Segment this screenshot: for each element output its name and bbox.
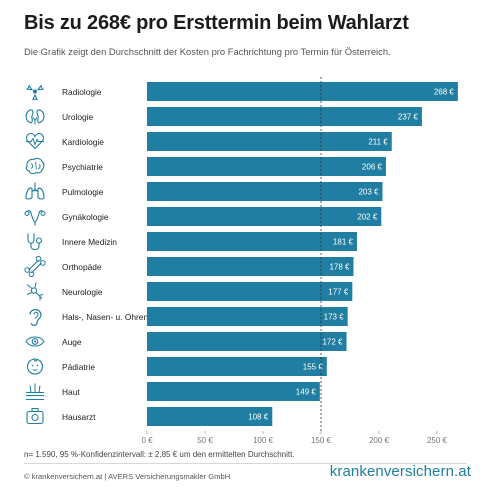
category-label: Orthopäde: [62, 262, 102, 272]
bar: [147, 207, 382, 226]
neuron-icon: [26, 282, 44, 301]
value-label: 155 €: [303, 363, 324, 372]
value-label: 211 €: [368, 138, 388, 147]
category-label: Neurologie: [62, 287, 103, 297]
value-label: 203 €: [358, 188, 379, 197]
chart-subtitle: Die Grafik zeigt den Durchschnitt der Ko…: [24, 46, 391, 57]
bone-icon: [24, 255, 46, 278]
value-label: 173 €: [324, 313, 345, 322]
category-label: Pulmologie: [62, 187, 104, 197]
footnote: n= 1.590, 95 %-Konfidenzintervall: ± 2,8…: [24, 450, 295, 459]
bar: [147, 307, 348, 326]
uterus-icon: [24, 210, 46, 226]
value-label: 237 €: [398, 113, 419, 122]
bar: [147, 82, 458, 101]
x-tick-label: 200 €: [369, 436, 390, 445]
x-tick-label: 50 €: [197, 436, 213, 445]
value-label: 181 €: [333, 238, 354, 247]
category-label: Kardiologie: [62, 137, 104, 147]
ear-icon: [29, 309, 42, 326]
bar: [147, 257, 354, 276]
bar: [147, 157, 386, 176]
source-note: © krankenversichern.at | AVERS Versicher…: [24, 472, 231, 481]
category-label: Innere Medizin: [62, 237, 117, 247]
brain-icon: [25, 157, 45, 175]
value-label: 178 €: [329, 263, 350, 272]
value-label: 268 €: [434, 88, 455, 97]
bar: [147, 107, 422, 126]
bar: [147, 232, 357, 251]
value-label: 177 €: [328, 288, 349, 297]
skin-icon: [26, 383, 44, 400]
x-tick-label: 150 €: [311, 436, 332, 445]
radiation-icon: [25, 84, 45, 101]
category-label: Haut: [62, 387, 80, 397]
bar: [147, 282, 353, 301]
footer-divider: [24, 463, 467, 464]
kidney-icon: [25, 109, 45, 125]
chart-title: Bis zu 268€ pro Ersttermin beim Wahlarzt: [24, 12, 409, 34]
bar: [147, 182, 383, 201]
value-label: 172 €: [322, 338, 343, 347]
value-label: 206 €: [362, 163, 383, 172]
brand-logo[interactable]: krankenversichern.at: [329, 463, 471, 480]
category-label: Hals-, Nasen- u. Ohren: [62, 312, 148, 322]
eye-icon: [25, 336, 45, 347]
bar: [147, 332, 347, 351]
bar: [147, 407, 273, 426]
heart-pulse-icon: [26, 132, 44, 150]
x-tick-label: 0 €: [141, 436, 153, 445]
baby-icon: [26, 358, 44, 375]
bar-chart: Radiologie 268 € Urologie 237 € Kardiologie 2…: [24, 77, 458, 445]
category-label: Urologie: [62, 112, 94, 122]
value-label: 149 €: [296, 388, 317, 397]
category-label: Pädiatrie: [62, 362, 95, 372]
x-tick-label: 100 €: [253, 436, 274, 445]
stethoscope-icon: [27, 233, 43, 251]
category-label: Gynäkologie: [62, 212, 109, 222]
category-label: Hausarzt: [62, 412, 96, 422]
x-tick-label: 250 €: [427, 436, 448, 445]
lungs-icon: [25, 182, 45, 200]
bar: [147, 382, 320, 401]
category-label: Radiologie: [62, 87, 102, 97]
category-label: Auge: [62, 337, 82, 347]
bar: [147, 132, 392, 151]
category-label: Psychiatrie: [62, 162, 103, 172]
value-label: 202 €: [357, 213, 378, 222]
medical-bag-icon: [26, 407, 44, 425]
bar: [147, 357, 327, 376]
value-label: 108 €: [248, 413, 269, 422]
